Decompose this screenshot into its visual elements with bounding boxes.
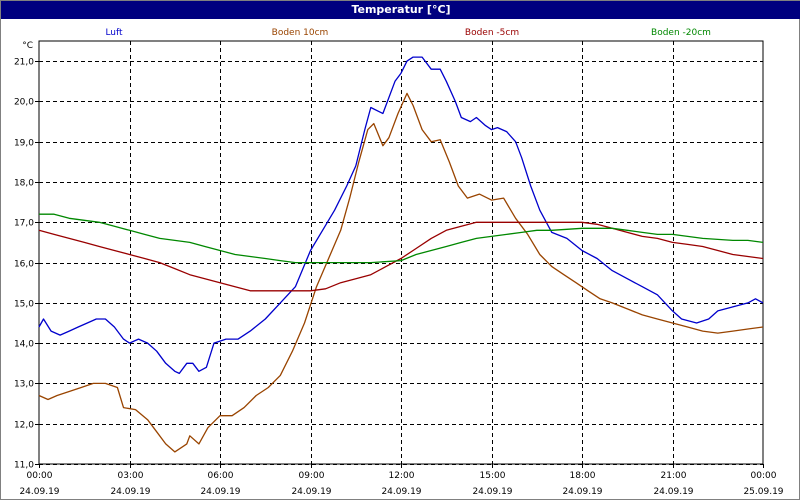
y-tick-label: 16,0 [14,260,34,270]
legend-boden-20cm: Boden -20cm [651,28,711,38]
x-tick-time-label: 03:00 [118,471,144,481]
y-tick-label: 12,0 [14,421,34,431]
y-tick-label: 18,0 [14,179,34,189]
x-tick-time-label: 00:00 [27,471,53,481]
x-tick-time-label: 06:00 [208,471,234,481]
x-tick-date-label: 24.09.19 [653,487,693,497]
chart-title: Temperatur [°C] [1,1,800,19]
x-tick-date-label: 24.09.19 [472,487,512,497]
y-tick-label: 20,0 [14,98,34,108]
x-tick-time-label: 12:00 [389,471,415,481]
y-axis-unit: °C [22,41,33,51]
x-tick-date-label: 24.09.19 [19,487,59,497]
y-tick-label: 21,0 [14,58,34,68]
x-tick-date-label: 25.09.19 [743,487,783,497]
x-tick-date-label: 24.09.19 [200,487,240,497]
legend-boden-5cm: Boden -5cm [465,28,519,38]
x-tick-time-label: 09:00 [299,471,325,481]
y-tick-label: 13,0 [14,380,34,390]
series-line-boden-20cm [39,213,764,264]
y-tick-label: 14,0 [14,340,34,350]
y-tick-label: 15,0 [14,300,34,310]
series-line-luft [38,56,764,375]
x-tick-time-label: 00:00 [751,471,777,481]
y-tick-label: 17,0 [14,219,34,229]
y-tick-label: 11,0 [14,461,34,471]
x-tick-date-label: 24.09.19 [110,487,150,497]
x-tick-time-label: 21:00 [661,471,687,481]
y-tick-label: 19,0 [14,139,34,149]
series-line-boden-10cm [38,92,764,453]
legend-luft: Luft [105,28,123,38]
x-tick-date-label: 24.09.19 [291,487,331,497]
x-tick-date-label: 24.09.19 [562,487,602,497]
legend-boden-10cm: Boden 10cm [272,28,329,38]
x-tick-date-label: 24.09.19 [381,487,421,497]
x-tick-time-label: 18:00 [570,471,596,481]
series-line-boden-5cm [38,221,764,292]
x-tick-time-label: 15:00 [480,471,506,481]
